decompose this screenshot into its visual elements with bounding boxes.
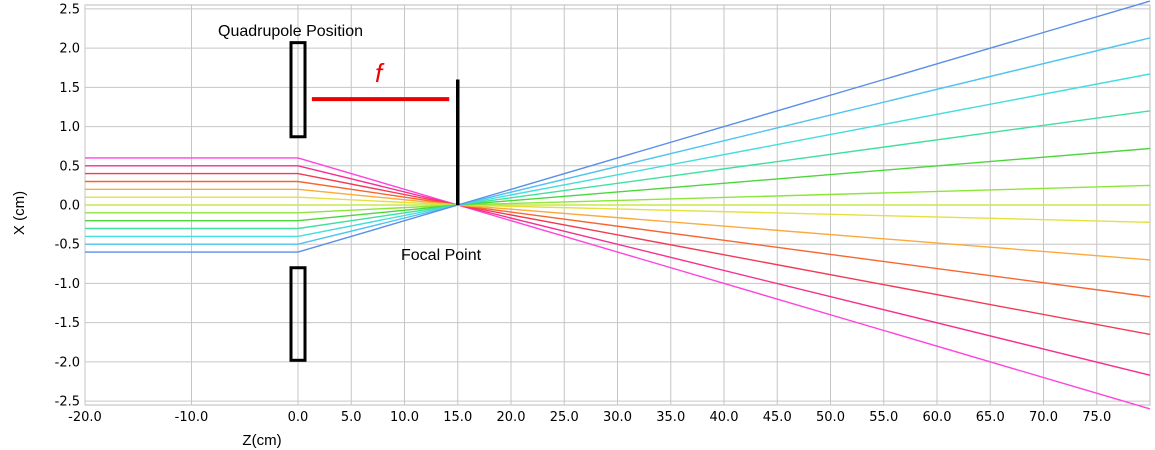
x-tick-label: 50.0 (816, 410, 845, 425)
y-tick-label: 2.5 (59, 2, 80, 17)
quadrupole-lower-box (289, 266, 307, 362)
x-tick-label: 0.0 (288, 410, 309, 425)
series-line (85, 73, 1151, 238)
x-axis-title: Z(cm) (242, 432, 281, 449)
y-tick-label: 1.5 (59, 81, 80, 96)
series-line (85, 196, 1151, 223)
x-tick-label: 30.0 (603, 410, 632, 425)
series-line (85, 157, 1151, 410)
quadrupole-upper-box (289, 41, 307, 139)
y-tick-label: 1.0 (59, 120, 80, 135)
y-tick-label: 2.0 (59, 42, 80, 57)
series-line (85, 172, 1151, 336)
series-line (85, 37, 1151, 245)
series-line (85, 165, 1151, 376)
series-line (85, 110, 1151, 230)
y-tick-label: -2.0 (55, 355, 80, 370)
series-line (85, 180, 1151, 298)
x-tick-label: 60.0 (923, 410, 952, 425)
x-tick-label: 75.0 (1082, 410, 1111, 425)
y-axis-title: X (cm) (11, 191, 28, 235)
y-tick-label: -2.5 (55, 395, 80, 410)
series-group (85, 0, 1151, 410)
x-tick-label: 10.0 (390, 410, 419, 425)
x-tick-label: 25.0 (550, 410, 579, 425)
x-tick-label: 70.0 (1029, 410, 1058, 425)
x-tick-label: 20.0 (497, 410, 526, 425)
y-tick-label: -1.5 (55, 316, 80, 331)
x-tick-label: -10.0 (175, 410, 209, 425)
x-tick-label: 40.0 (710, 410, 739, 425)
x-tick-label: 65.0 (976, 410, 1005, 425)
x-tick-label: 35.0 (656, 410, 685, 425)
y-tick-label: 0.0 (59, 199, 80, 214)
series-line (85, 184, 1151, 214)
x-tick-label: -20.0 (68, 410, 102, 425)
series-line (85, 188, 1151, 261)
x-tick-label: 15.0 (443, 410, 472, 425)
y-tick-label: -1.0 (55, 277, 80, 292)
focal-point-label: Focal Point (401, 247, 482, 264)
x-tick-label: 45.0 (763, 410, 792, 425)
quadrupole-label: Quadrupole Position (218, 23, 363, 40)
y-tick-label: -0.5 (55, 238, 80, 253)
x-tick-label: 55.0 (869, 410, 898, 425)
series-line (85, 0, 1151, 253)
tick-labels: -20.0 -10.0 0.0 5.0 10.0 15.0 20.0 25.0 30.0 35.0… (55, 2, 1112, 425)
x-tick-label: 5.0 (341, 410, 362, 425)
series-line (85, 147, 1151, 222)
y-tick-label: 0.5 (59, 159, 80, 174)
overlay (289, 41, 460, 362)
focal-length-symbol: f (375, 58, 385, 88)
